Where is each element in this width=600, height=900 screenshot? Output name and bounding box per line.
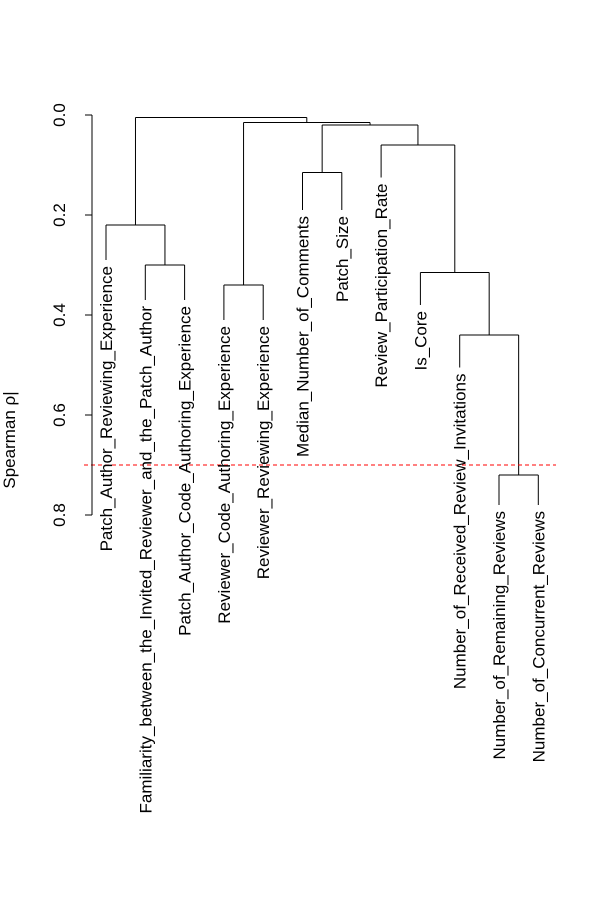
y-tick-label: 0.4 <box>50 303 69 327</box>
leaf-label: Reviewer_Reviewing_Experience <box>254 326 273 579</box>
y-axis-label: Spearman ρ| <box>0 391 19 488</box>
leaf-label: Reviewer_Code_Authoring_Experience <box>215 326 234 624</box>
leaf-label: Familiarity_between_the_Invited_Reviewer… <box>136 306 155 814</box>
leaf-label: Number_of_Remaining_Reviews <box>490 511 509 760</box>
leaf-label: Patch_Author_Code_Authoring_Experience <box>176 306 195 636</box>
y-tick-label: 0.0 <box>50 103 69 127</box>
leaf-label: Review_Participation_Rate <box>372 184 391 388</box>
leaf-label: Number_of_Concurrent_Reviews <box>529 511 548 762</box>
leaf-label: Median_Number_of_Comments <box>294 216 313 457</box>
leaf-labels: Patch_Author_Reviewing_Experience Familia… <box>97 184 548 814</box>
y-tick-label: 0.2 <box>50 203 69 227</box>
leaf-label: Patch_Size <box>333 216 352 302</box>
y-tick-label: 0.8 <box>50 503 69 527</box>
dendrogram-tree <box>105 117 539 505</box>
leaf-label: Number_of_Received_Review_Invitations <box>451 374 470 690</box>
leaf-label: Is_Core <box>411 311 430 371</box>
y-tick-label: 0.6 <box>50 403 69 427</box>
y-axis: 0.0 0.2 0.4 0.6 0.8 <box>50 103 93 527</box>
leaf-label: Patch_Author_Reviewing_Experience <box>97 266 116 551</box>
